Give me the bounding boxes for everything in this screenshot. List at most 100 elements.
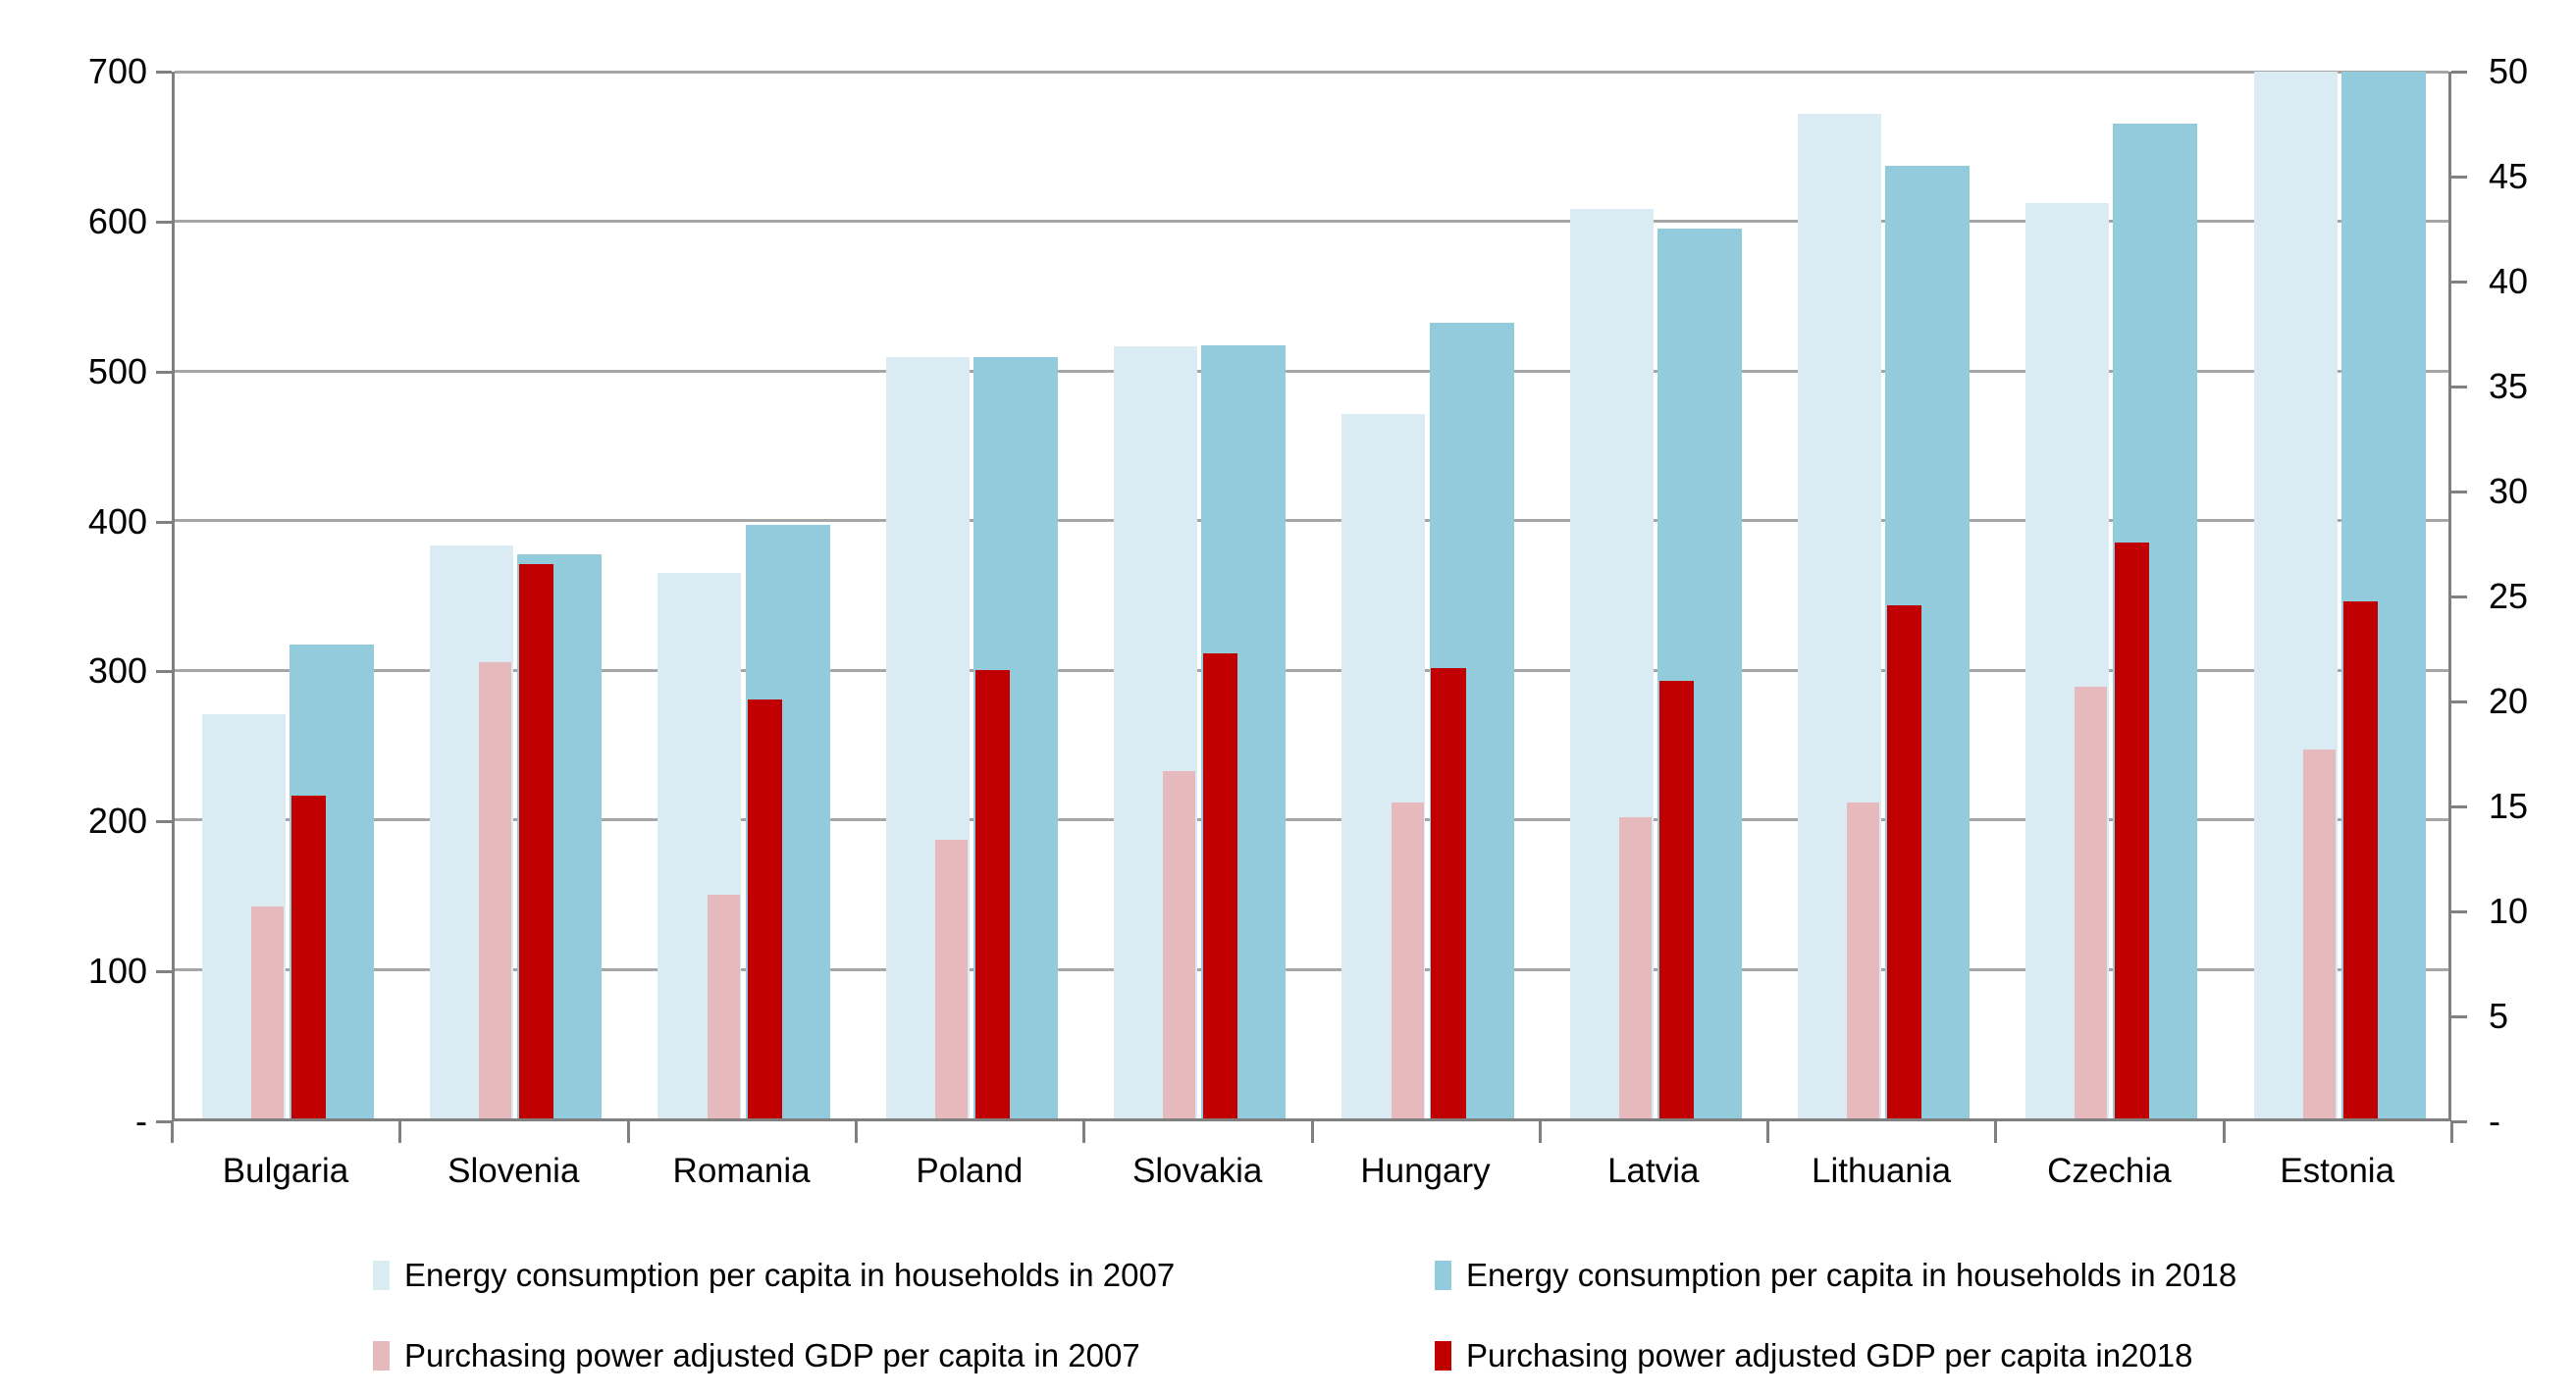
left-axis-tick-label: 500: [87, 350, 147, 391]
right-axis-tick-label: -: [2489, 1101, 2500, 1141]
bar-gdp-2018-poland: [974, 670, 1010, 1118]
bar-gdp-2018-lithuania: [1887, 605, 1922, 1118]
x-axis-tick: [1082, 1121, 1086, 1143]
left-axis-tick: [156, 1120, 172, 1123]
x-axis-tick: [1766, 1121, 1770, 1143]
bar-gdp-2007-estonia: [2302, 750, 2336, 1118]
right-axis-tick: [2451, 805, 2467, 808]
right-axis-tick: [2451, 1120, 2467, 1123]
x-axis-label-slovenia: Slovenia: [447, 1152, 580, 1190]
right-axis-tick-label: 20: [2489, 681, 2529, 721]
legend-swatch-gdp-2018: [1435, 1341, 1451, 1371]
x-axis-tick: [2222, 1121, 2226, 1143]
right-axis-tick: [2451, 71, 2467, 74]
x-axis-label-slovakia: Slovakia: [1132, 1152, 1263, 1190]
bar-gdp-2007-hungary: [1391, 802, 1424, 1118]
x-axis-tick: [398, 1121, 402, 1143]
right-axis-tick-label: 45: [2489, 156, 2529, 196]
bar-gdp-2018-latvia: [1658, 681, 1694, 1118]
left-axis-tick: [156, 520, 172, 524]
right-axis-tick: [2451, 176, 2467, 179]
x-axis-label-latvia: Latvia: [1607, 1152, 1700, 1190]
left-axis-tick-label: 200: [87, 801, 147, 842]
x-axis-label-hungary: Hungary: [1360, 1152, 1491, 1190]
bar-gdp-2018-bulgaria: [290, 796, 326, 1118]
right-axis-tick: [2451, 491, 2467, 493]
right-axis-tick-label: 25: [2489, 576, 2529, 616]
right-axis-tick-label: 50: [2489, 51, 2529, 91]
right-axis-tick-label: 40: [2489, 261, 2529, 301]
right-axis-tick-label: 30: [2489, 471, 2529, 511]
left-axis-tick-label: 700: [87, 51, 147, 91]
legend-item-gdp-2018: Purchasing power adjusted GDP per capita…: [1435, 1334, 2193, 1377]
bar-gdp-2007-latvia: [1618, 816, 1652, 1118]
gridline-100: [175, 967, 2448, 971]
legend-swatch-energy-2018: [1435, 1261, 1451, 1290]
bar-gdp-2007-czechia: [2075, 687, 2108, 1118]
legend-item-gdp-2007: Purchasing power adjusted GDP per capita…: [373, 1334, 1140, 1377]
left-axis-tick: [156, 71, 172, 74]
plot-area: [172, 71, 2451, 1121]
gridline-500: [175, 369, 2448, 373]
bar-gdp-2007-slovenia: [479, 661, 512, 1118]
x-axis-tick: [1994, 1121, 1998, 1143]
left-axis-tick: [156, 670, 172, 674]
legend-item-energy-2018: Energy consumption per capita in househo…: [1435, 1254, 2236, 1297]
left-axis-tick-label: -: [135, 1101, 147, 1141]
right-axis-tick: [2451, 700, 2467, 703]
x-axis-label-lithuania: Lithuania: [1812, 1152, 1952, 1190]
legend-swatch-gdp-2007: [373, 1341, 390, 1371]
left-axis-tick-label: 600: [87, 200, 147, 241]
right-axis-tick: [2451, 595, 2467, 598]
left-axis-tick: [156, 820, 172, 824]
bar-gdp-2018-estonia: [2342, 600, 2378, 1118]
legend-label: Purchasing power adjusted GDP per capita…: [1466, 1337, 2193, 1373]
bar-gdp-2007-slovakia: [1163, 770, 1196, 1118]
legend-label: Energy consumption per capita in househo…: [404, 1257, 1176, 1293]
bar-gdp-2007-romania: [707, 894, 740, 1118]
left-axis-tick: [156, 370, 172, 374]
legend-item-energy-2007: Energy consumption per capita in househo…: [373, 1254, 1175, 1297]
bar-gdp-2007-lithuania: [1847, 802, 1880, 1118]
right-axis-tick-label: 5: [2489, 996, 2509, 1036]
left-axis-tick: [156, 220, 172, 224]
left-axis-tick-label: 300: [87, 650, 147, 692]
right-axis-tick: [2451, 281, 2467, 284]
x-axis-tick: [854, 1121, 858, 1143]
x-axis-tick: [1310, 1121, 1314, 1143]
x-axis-tick: [2450, 1121, 2453, 1143]
bar-gdp-2018-czechia: [2115, 543, 2150, 1118]
x-axis-label-bulgaria: Bulgaria: [222, 1152, 349, 1190]
right-axis-tick: [2451, 386, 2467, 388]
x-axis-label-romania: Romania: [672, 1152, 811, 1190]
left-axis-tick: [156, 970, 172, 974]
right-axis-tick: [2451, 910, 2467, 913]
gridline-200: [175, 818, 2448, 822]
x-axis-label-estonia: Estonia: [2280, 1152, 2395, 1190]
gridline-700: [175, 71, 2448, 74]
x-axis-tick: [171, 1121, 174, 1143]
x-axis-label-czechia: Czechia: [2047, 1152, 2172, 1190]
legend-label: Energy consumption per capita in househo…: [1466, 1257, 2237, 1293]
left-axis-tick-label: 100: [87, 951, 147, 992]
bar-gdp-2007-poland: [934, 840, 968, 1118]
x-axis-tick: [1538, 1121, 1542, 1143]
x-axis-tick: [626, 1121, 630, 1143]
bar-gdp-2018-slovakia: [1203, 653, 1238, 1118]
right-axis-tick-label: 10: [2489, 891, 2529, 931]
left-axis-tick-label: 400: [87, 500, 147, 542]
bar-gdp-2007-bulgaria: [251, 906, 285, 1118]
bar-gdp-2018-slovenia: [519, 563, 554, 1118]
bar-gdp-2018-romania: [747, 699, 782, 1118]
bar-gdp-2018-hungary: [1431, 668, 1466, 1118]
legend-label: Purchasing power adjusted GDP per capita…: [404, 1337, 1140, 1373]
right-axis-tick-label: 15: [2489, 786, 2529, 826]
gridline-600: [175, 220, 2448, 224]
x-axis-label-poland: Poland: [916, 1152, 1024, 1190]
right-axis-tick: [2451, 1015, 2467, 1018]
gridline-400: [175, 519, 2448, 523]
legend-swatch-energy-2007: [373, 1261, 390, 1290]
gridline-300: [175, 668, 2448, 672]
right-axis-tick-label: 35: [2489, 366, 2529, 406]
